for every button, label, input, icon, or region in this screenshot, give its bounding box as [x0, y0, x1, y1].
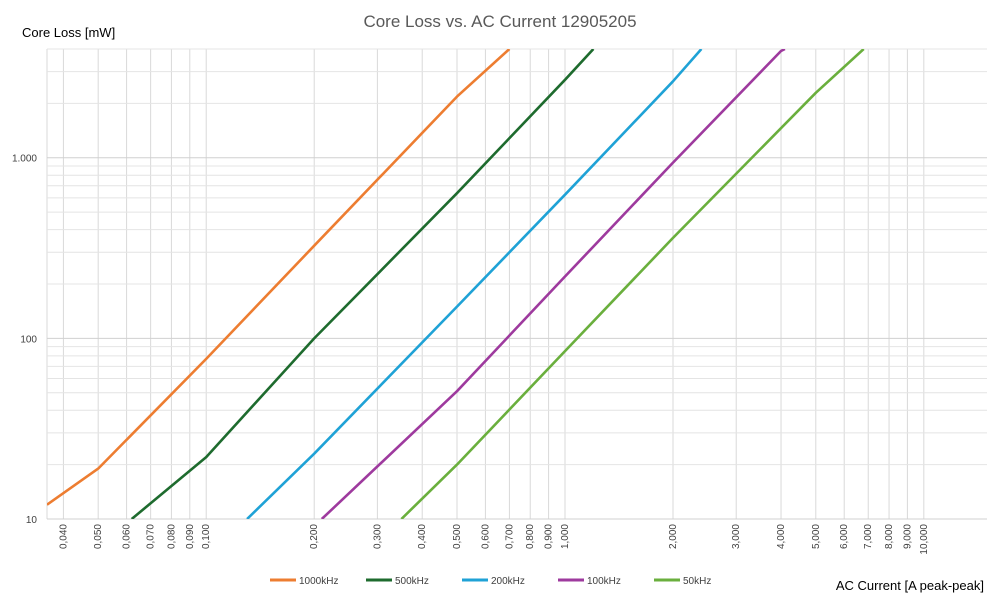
x-tick-label: 0,090	[185, 524, 196, 549]
x-tick-label: 0,500	[452, 524, 463, 549]
x-tick-label: 0,600	[480, 524, 491, 549]
legend-label-100kHz: 100kHz	[587, 576, 621, 587]
x-tick-label: 0,300	[372, 524, 383, 549]
x-tick-label: 4,000	[776, 524, 787, 549]
x-tick-label: 0,050	[93, 524, 104, 549]
series-line-200kHz	[246, 49, 703, 519]
x-tick-label: 0,060	[122, 524, 133, 549]
y-tick-label: 100	[20, 334, 37, 345]
x-tick-label: 3,000	[731, 524, 742, 549]
y-axis-title: Core Loss [mW]	[22, 25, 115, 40]
x-tick-label: 0,900	[544, 524, 555, 549]
x-tick-label: 0,070	[146, 524, 157, 549]
series-line-50kHz	[400, 49, 865, 519]
legend-label-200kHz: 200kHz	[491, 576, 525, 587]
x-tick-label: 1,000	[560, 524, 571, 549]
legend-label-1000kHz: 1000kHz	[299, 576, 338, 587]
x-tick-label: 0,080	[166, 524, 177, 549]
y-tick-label: 10	[26, 515, 38, 526]
chart-title: Core Loss vs. AC Current 12905205	[363, 12, 636, 31]
x-axis-title: AC Current [A peak-peak]	[836, 578, 984, 593]
x-tick-label: 8,000	[884, 524, 895, 549]
x-tick-label: 0,700	[504, 524, 515, 549]
legend: 1000kHz 500kHz 200kHz 100kHz 50kHz	[270, 576, 711, 587]
y-tick-label: 1.000	[12, 154, 37, 165]
x-tick-label: 0,100	[201, 524, 212, 549]
legend-label-500kHz: 500kHz	[395, 576, 429, 587]
x-tick-label: 0,400	[417, 524, 428, 549]
x-tick-label: 10,000	[919, 524, 930, 555]
x-tick-label: 0,800	[525, 524, 536, 549]
x-tick-label: 0,040	[58, 524, 69, 549]
grid-lines	[46, 48, 987, 520]
series-lines	[47, 49, 865, 519]
series-line-500kHz	[130, 49, 595, 519]
x-tick-label: 0,200	[309, 524, 320, 549]
x-tick-label: 6,000	[839, 524, 850, 549]
legend-label-50kHz: 50kHz	[683, 576, 711, 587]
series-line-1000kHz	[47, 49, 511, 506]
x-tick-label: 5,000	[811, 524, 822, 549]
x-tick-label: 9,000	[902, 524, 913, 549]
x-tick-label: 2,000	[668, 524, 679, 549]
x-tick-label: 7,000	[863, 524, 874, 549]
series-line-100kHz	[320, 49, 786, 519]
tick-labels: 10 100 1.000 0,040 0,050 0,060 0,070 0,080 0,090…	[12, 154, 930, 555]
